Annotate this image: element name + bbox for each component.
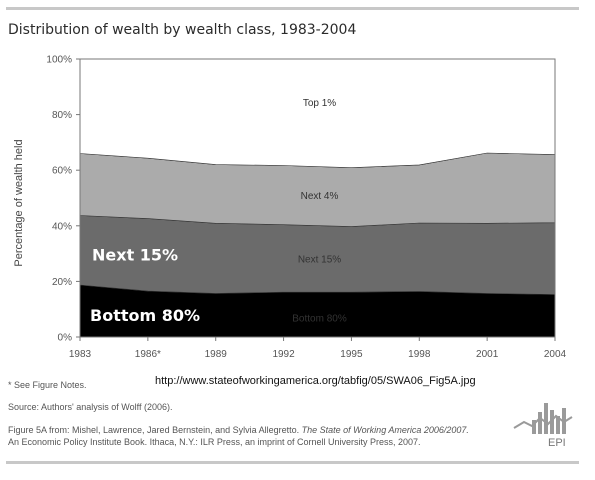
area-label: Next 15% (298, 254, 341, 265)
epi-logo-icon (513, 403, 573, 434)
citation-book-title: The State of Working America 2006/2007. (301, 425, 469, 435)
y-tick-label: 40% (52, 221, 72, 232)
citation-line-2: An Economic Policy Institute Book. Ithac… (8, 437, 421, 447)
y-tick-label: 20% (52, 277, 72, 288)
y-tick-label: 0% (58, 333, 73, 344)
x-tick-label: 1983 (69, 349, 92, 360)
epi-logo-text: EPI (548, 437, 566, 449)
y-tick-label: 60% (52, 166, 72, 177)
citation-line-1: Figure 5A from: Mishel, Lawrence, Jared … (8, 425, 469, 435)
y-axis-ticks: 0% 20% 40% 60% 80% 100% (46, 55, 80, 344)
x-tick-label: 2001 (476, 349, 499, 360)
x-tick-label: 1998 (408, 349, 431, 360)
bottom-rule (6, 461, 579, 464)
x-tick-label: 1989 (205, 349, 228, 360)
x-tick-label: 2004 (544, 349, 567, 360)
overlay-labels: Next 15% Bottom 80% (90, 245, 200, 325)
top-rule (6, 7, 579, 10)
x-tick-label: 1995 (340, 349, 363, 360)
y-tick-label: 80% (52, 110, 72, 121)
area-top-1 (79, 58, 556, 169)
area-series-group (79, 58, 556, 338)
area-label: Next 4% (301, 191, 339, 202)
area-label: Bottom 80% (292, 314, 347, 325)
overlay-label: Next 15% (92, 245, 178, 264)
source-url: http://www.stateofworkingamerica.org/tab… (155, 375, 476, 387)
citation-authors: Figure 5A from: Mishel, Lawrence, Jared … (8, 425, 302, 435)
x-tick-label: 1986* (135, 349, 161, 360)
wealth-area-chart: 0% 20% 40% 60% 80% 100% 1983 1986* 1989 1992 1995… (13, 55, 567, 361)
chart-title: Distribution of wealth by wealth class, … (8, 22, 357, 38)
plot-frame (79, 58, 556, 338)
y-axis-label: Percentage of wealth held (13, 139, 25, 266)
figure-notes-reference: * See Figure Notes. (8, 380, 87, 390)
source-note: Source: Authors' analysis of Wolff (2006… (8, 402, 173, 412)
overlay-label: Bottom 80% (90, 306, 200, 325)
area-label: Top 1% (303, 98, 336, 109)
y-tick-label: 100% (46, 55, 72, 66)
x-tick-label: 1992 (272, 349, 295, 360)
area-labels: Bottom 80% Next 15% Next 4% Top 1% (292, 98, 347, 324)
x-axis-ticks: 1983 1986* 1989 1992 1995 1998 2001 2004 (69, 337, 567, 360)
